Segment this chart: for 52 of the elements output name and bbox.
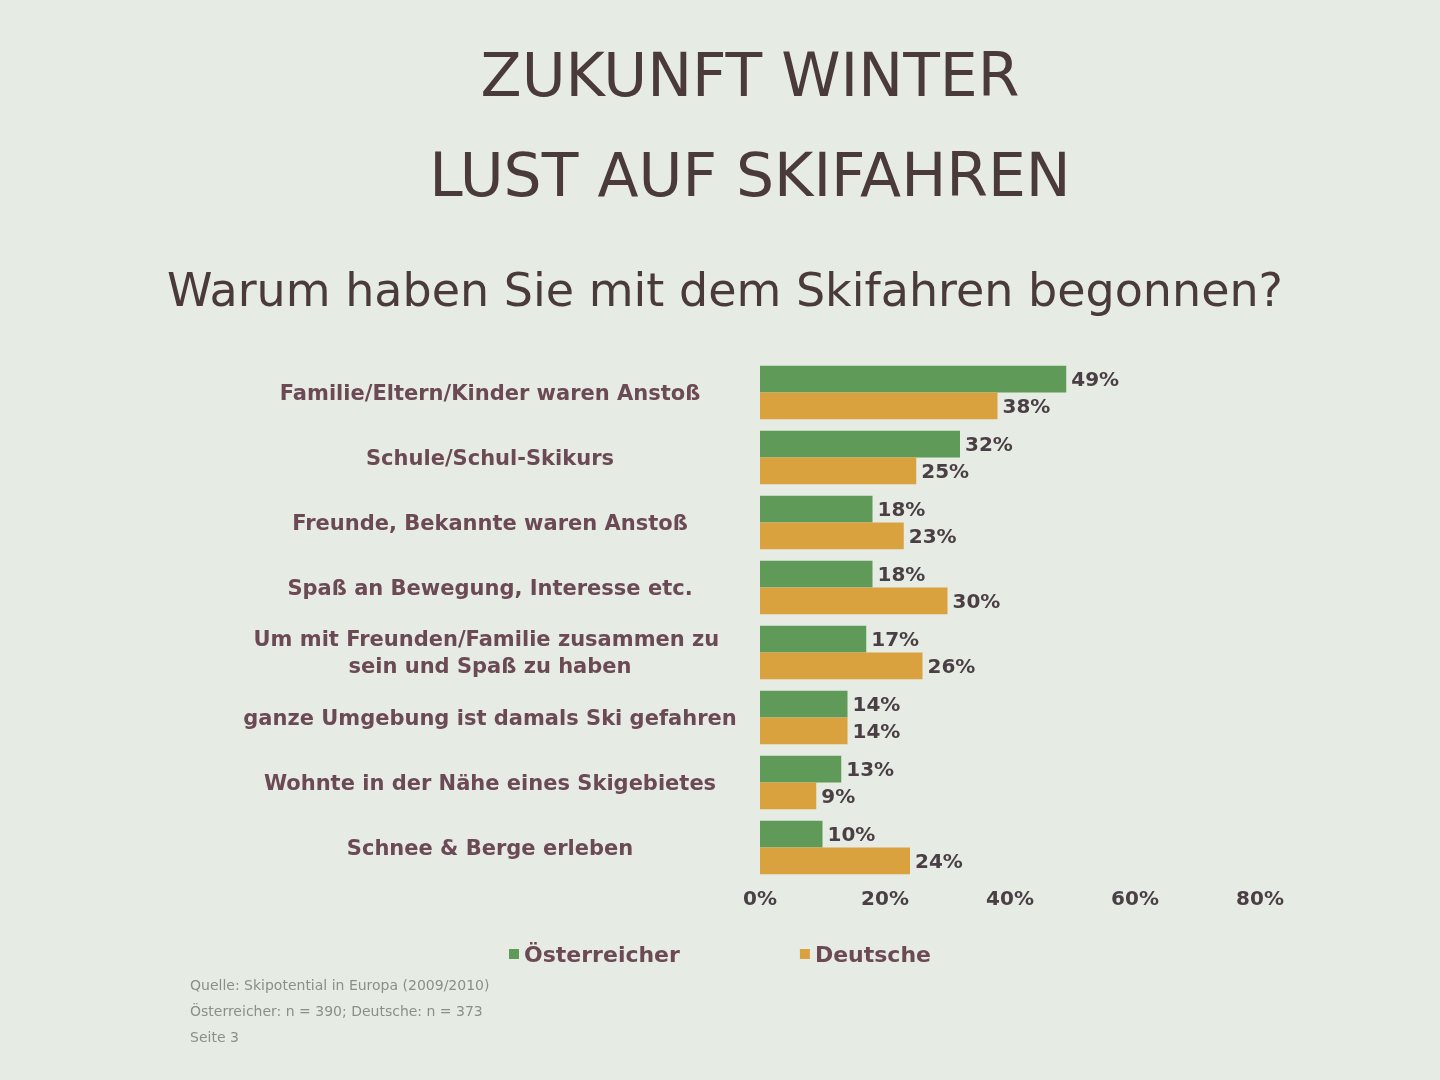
bar: [760, 495, 873, 523]
x-tick-label: 60%: [1111, 886, 1159, 910]
bar: [760, 755, 842, 783]
y-tick-label: Wohnte in der Nähe eines Skigebietes: [263, 770, 717, 795]
y-tick-label: ganze Umgebung ist damals Ski gefahren: [243, 705, 737, 730]
y-tick-label: Schule/Schul-Skikurs: [365, 445, 615, 470]
y-tick-label: Freunde, Bekannte waren Anstoß: [292, 510, 688, 535]
source-note: Quelle: Skipotential in Europa (2009/2010): [190, 977, 490, 993]
x-tick-label: 0%: [743, 886, 777, 910]
data-label: 23%: [908, 523, 957, 548]
data-label: 24%: [915, 848, 963, 873]
bar: [760, 847, 910, 875]
bar: [760, 690, 848, 718]
data-label: 26%: [927, 653, 976, 678]
data-label: 13%: [846, 757, 895, 782]
y-tick-label: Spaß an Bewegung, Interesse etc.: [287, 575, 693, 600]
data-label: 18%: [877, 562, 926, 587]
y-tick-label: Um mit Freunden/Familie zusammen zu sein und Spaß zu haben: [253, 627, 727, 678]
text: Seite 3: [190, 1029, 239, 1045]
data-label: 10%: [827, 822, 876, 847]
data-label: 30%: [952, 588, 1001, 613]
bar: [760, 430, 960, 458]
x-tick-label: 80%: [1236, 886, 1284, 910]
data-label: 14%: [852, 692, 901, 717]
bar: [760, 560, 873, 588]
bar: [760, 522, 904, 550]
data-label: 14%: [852, 718, 901, 743]
data-label: 32%: [965, 432, 1013, 457]
chart-subtitle: Warum haben Sie mit dem Skifahren begonnen?: [166, 263, 1284, 317]
chart-title: ZUKUNFT WINTER LUST AUF SKIFAHREN: [429, 40, 1071, 210]
y-tick-label: Familie/Eltern/Kinder waren Anstoß: [279, 380, 701, 405]
x-tick-label: 40%: [986, 886, 1034, 910]
bar: [760, 392, 998, 420]
data-label: 18%: [877, 497, 926, 522]
data-label: 9%: [821, 783, 856, 808]
data-label: 17%: [871, 627, 920, 652]
bar: [760, 625, 867, 653]
bar: [760, 587, 948, 615]
legend-label: Österreicher: [524, 941, 681, 967]
data-label: 38%: [1002, 393, 1051, 418]
text: Österreicher: n = 390; Deutsche: n = 373: [190, 1002, 483, 1019]
bar: [760, 820, 823, 848]
data-label: 25%: [921, 458, 970, 483]
bar: [760, 782, 817, 810]
bar: [760, 717, 848, 745]
legend-label: Deutsche: [814, 941, 931, 967]
data-label: 49%: [1071, 367, 1120, 392]
bar: [760, 652, 923, 680]
bar: [760, 365, 1067, 393]
x-tick-label: 20%: [861, 886, 909, 910]
bar: [760, 457, 917, 485]
y-tick-label: Schnee & Berge erleben: [346, 835, 634, 860]
